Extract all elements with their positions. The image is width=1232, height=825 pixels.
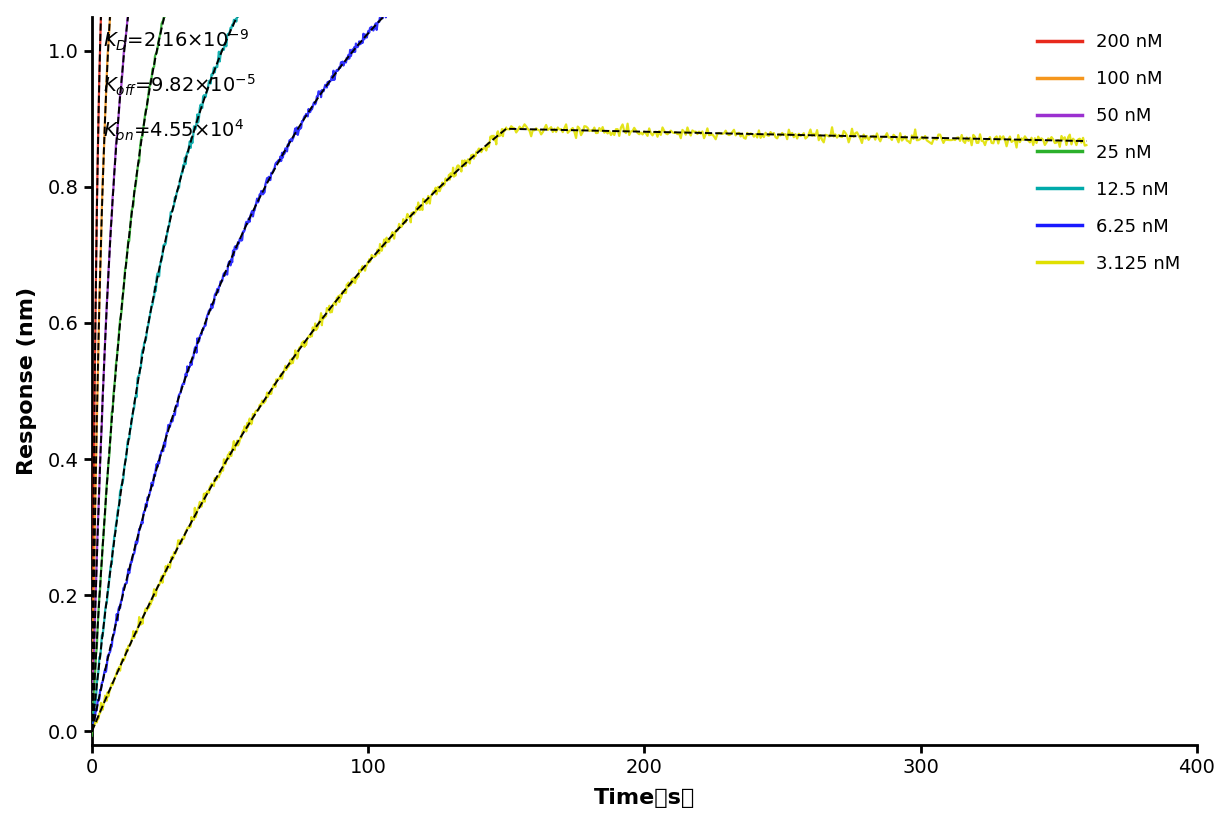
Text: $K_{D}$=2.16×10$^{-9}$
$K_{off}$=9.82×10$^{-5}$
$K_{on}$=4.55×10$^{4}$: $K_{D}$=2.16×10$^{-9}$ $K_{off}$=9.82×10… (103, 27, 256, 143)
Line: 100 nM: 100 nM (92, 0, 1087, 733)
3.125 nM (1071, 134, 1085, 144)
12.5 nM (85, 725, 100, 735)
Line: 200 nM: 200 nM (92, 0, 1087, 730)
Line: 25 nM: 25 nM (92, 0, 1087, 736)
Line: 50 nM: 50 nM (92, 0, 1087, 730)
3.125 nM (85, 724, 100, 733)
Line: 6.25 nM: 6.25 nM (92, 0, 1087, 728)
Line: 12.5 nM: 12.5 nM (92, 0, 1087, 730)
100 nM (85, 728, 100, 738)
25 nM (85, 731, 100, 741)
X-axis label: Time（s）: Time（s） (594, 789, 695, 808)
3.125 nM (161, 561, 176, 571)
3.125 nM (1079, 140, 1094, 150)
3.125 nM (467, 153, 482, 163)
3.125 nM (780, 134, 795, 144)
12.5 nM (161, 221, 176, 231)
Legend: 200 nM, 100 nM, 50 nM, 25 nM, 12.5 nM, 6.25 nM, 3.125 nM: 200 nM, 100 nM, 50 nM, 25 nM, 12.5 nM, 6… (1030, 26, 1188, 280)
50 nM (85, 725, 100, 735)
Y-axis label: Response (nm): Response (nm) (17, 287, 37, 475)
6.25 nM (161, 420, 176, 430)
25 nM (161, 0, 176, 4)
3.125 nM (620, 119, 634, 129)
200 nM (85, 725, 100, 735)
3.125 nM (509, 128, 524, 138)
Line: 3.125 nM: 3.125 nM (92, 124, 1087, 728)
3.125 nM (552, 125, 567, 134)
6.25 nM (85, 724, 100, 733)
